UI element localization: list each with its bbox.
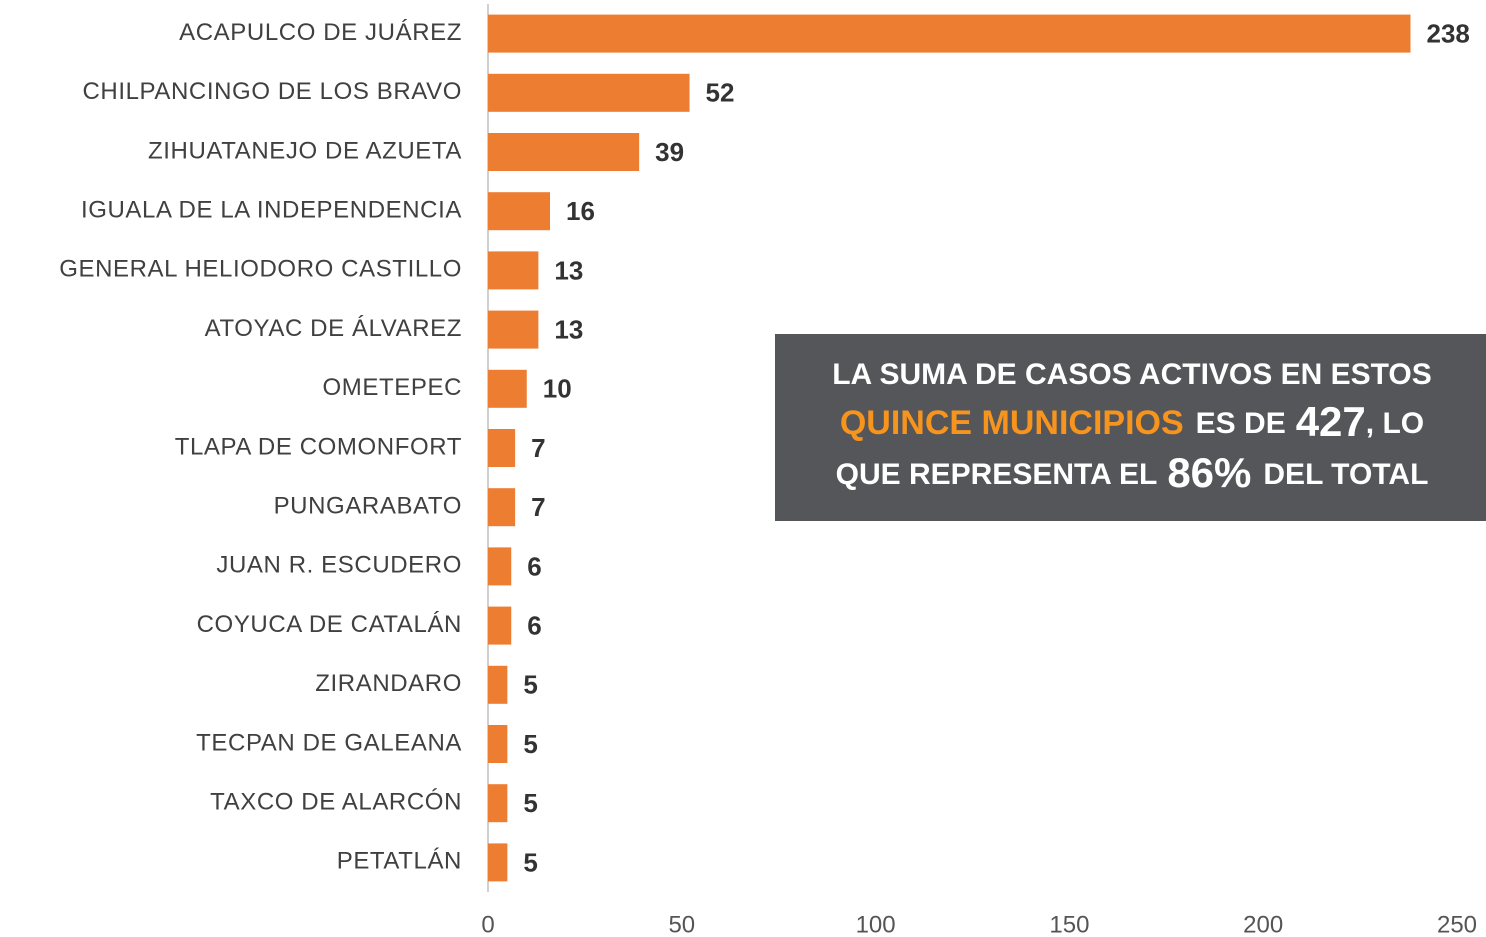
value-label: 5 [523,847,537,877]
bar [488,488,516,527]
value-label: 5 [523,788,537,818]
bar [488,310,539,349]
annotation-text: , LO [1366,407,1424,440]
annotation-text: DEL TOTAL [1263,458,1428,491]
y-tick-label: OMETEPEC [323,374,462,401]
y-tick-label: JUAN R. ESCUDERO [216,552,462,579]
value-label: 6 [527,551,541,581]
bar [488,14,1411,53]
value-label: 238 [1426,18,1469,48]
value-label: 13 [554,255,583,285]
value-label: 6 [527,610,541,640]
bar [488,725,508,763]
y-tick-label: IGUALA DE LA INDEPENDENCIA [81,197,462,224]
value-label: 10 [543,374,572,404]
bar [488,429,516,467]
value-label: 5 [523,670,537,700]
bar [488,251,539,290]
annotation-number: 86% [1167,449,1251,496]
x-tick-label: 200 [1243,911,1283,937]
bar [488,133,640,171]
y-tick-label: CHILPANCINGO DE LOS BRAVO [82,78,462,105]
x-tick-label: 100 [856,911,896,937]
y-tick-label: ACAPULCO DE JUÁREZ [179,19,462,46]
value-label: 13 [554,314,583,344]
bar [488,665,508,704]
x-tick-label: 250 [1437,911,1477,937]
value-label: 16 [566,196,595,226]
value-label: 39 [655,137,684,167]
bar [488,192,551,231]
bar [488,606,512,645]
y-tick-label: ATOYAC DE ÁLVAREZ [205,315,462,342]
y-tick-label: PUNGARABATO [274,493,462,520]
y-tick-label: ZIHUATANEJO DE AZUETA [148,137,462,164]
x-tick-label: 150 [1049,911,1089,937]
value-label: 52 [706,78,735,108]
bar [488,547,512,586]
y-tick-label: TECPAN DE GALEANA [196,729,462,756]
annotation-line: QUE REPRESENTA EL 86% DEL TOTAL [836,449,1429,496]
annotation-line: LA SUMA DE CASOS ACTIVOS EN ESTOS [832,358,1432,391]
y-tick-label: GENERAL HELIODORO CASTILLO [59,256,462,283]
x-tick-label: 0 [481,911,494,937]
bar [488,369,527,408]
annotation-highlight: QUINCE MUNICIPIOS [840,404,1184,442]
annotation-number: 427 [1296,398,1366,445]
y-tick-label: PETATLÁN [337,848,462,875]
value-label: 7 [531,433,545,463]
value-label: 5 [523,729,537,759]
annotation-line: QUINCE MUNICIPIOS ES DE 427, LO [840,398,1424,445]
x-tick-label: 50 [668,911,695,937]
bar [488,784,508,823]
annotation-box [775,334,1486,521]
y-tick-label: TAXCO DE ALARCÓN [210,789,462,816]
annotation-text: QUE REPRESENTA EL [836,458,1158,491]
y-tick-label: COYUCA DE CATALÁN [197,611,462,638]
bar [488,73,690,112]
value-label: 7 [531,492,545,522]
y-tick-label: TLAPA DE COMONFORT [175,433,462,460]
bar [488,843,508,882]
annotation-text: ES DE [1196,407,1286,440]
y-tick-label: ZIRANDARO [315,670,462,697]
